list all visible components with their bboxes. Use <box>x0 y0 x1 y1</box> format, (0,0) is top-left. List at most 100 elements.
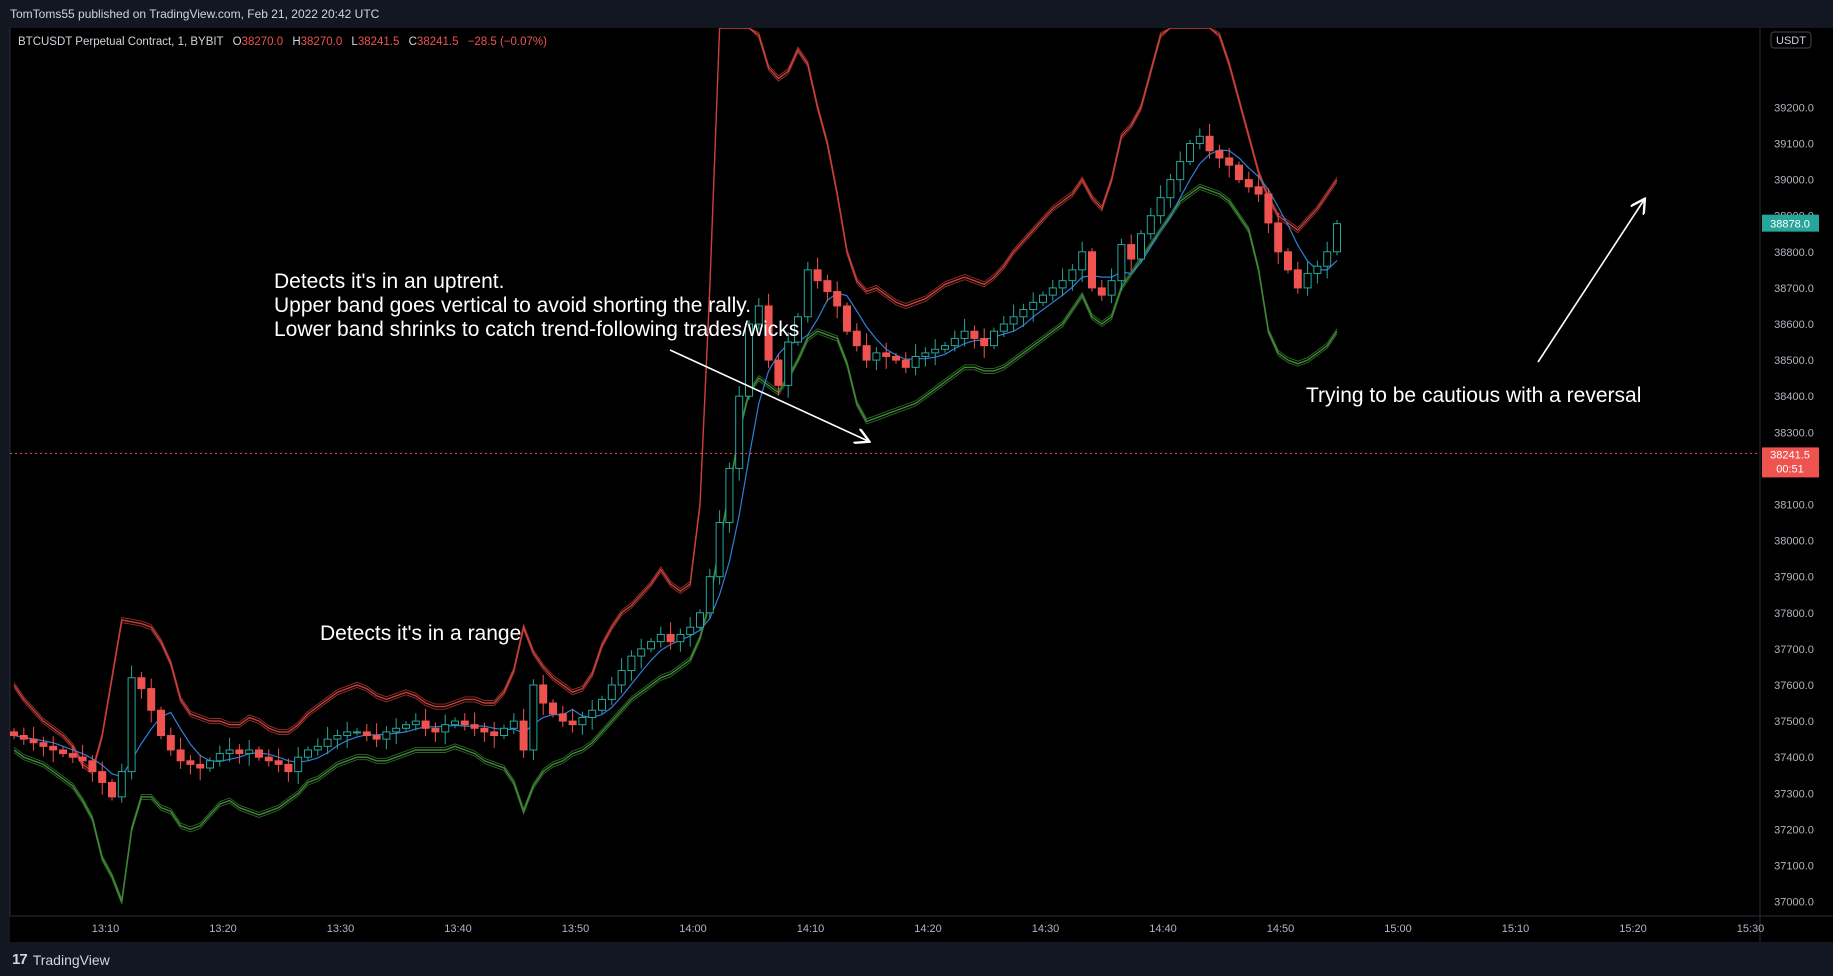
candle-body <box>1107 280 1116 296</box>
open-value: 38270.0 <box>242 36 284 48</box>
tradingview-wordmark: TradingView <box>32 951 110 968</box>
candle-body <box>323 738 332 747</box>
candle-body <box>803 269 812 318</box>
candle-body <box>480 727 489 733</box>
candle-body <box>911 355 920 368</box>
candle-body <box>980 337 989 347</box>
candle-body <box>1068 269 1077 282</box>
annotation-uptrend-line-3: Lower band shrinks to catch trend-follow… <box>274 318 799 341</box>
candle-body <box>627 655 636 672</box>
candle-body <box>49 745 58 751</box>
lower-band-line-2 <box>13 183 1338 901</box>
candle-body <box>1215 150 1224 159</box>
time-tick-label: 15:20 <box>1619 923 1647 935</box>
currency-tag[interactable]: USDT <box>1770 31 1812 49</box>
high-value: 38270.0 <box>301 36 343 48</box>
price-tick-label: 37300.0 <box>1774 788 1814 800</box>
candle-body <box>715 522 724 578</box>
chart-container[interactable]: BTCUSDT Perpetual Contract, 1, BYBIT O38… <box>0 27 1833 942</box>
price-tick-label: 37100.0 <box>1774 860 1814 872</box>
candle-body <box>774 359 783 386</box>
price-tick-label: 39200.0 <box>1774 102 1814 114</box>
time-axis[interactable]: 13:10 13:20 13:30 13:40 13:50 14:00 14:10 14:20… <box>92 923 1765 935</box>
candle-body <box>1156 197 1165 217</box>
annotation-uptrend: Detects it's in an uptrent. Upper band g… <box>274 270 868 441</box>
candle-body <box>235 749 244 755</box>
tradingview-brand[interactable]: 17 TradingView <box>12 951 110 968</box>
candle-body <box>294 756 303 773</box>
candle-body <box>1019 309 1028 318</box>
candle-body <box>1225 157 1234 166</box>
price-tick-label: 38100.0 <box>1774 499 1814 511</box>
symbol-legend[interactable]: BTCUSDT Perpetual Contract, 1, BYBIT O38… <box>18 36 547 48</box>
candle-body <box>588 709 597 718</box>
candle-body <box>382 731 391 740</box>
candle-body <box>607 684 616 700</box>
publish-info: TomToms55 published on TradingView.com, … <box>10 7 380 21</box>
time-tick-label: 15:00 <box>1384 923 1412 935</box>
time-tick-label: 15:10 <box>1502 923 1530 935</box>
symbol-title[interactable]: BTCUSDT Perpetual Contract, 1, BYBIT <box>18 36 224 48</box>
candle-body <box>1333 223 1341 253</box>
candle-body <box>421 720 430 729</box>
price-tick-label: 37900.0 <box>1774 572 1814 584</box>
svg-text:BTCUSDT Perpetual Contract, 1,: BTCUSDT Perpetual Contract, 1, BYBIT O38… <box>18 36 547 48</box>
time-tick-label: 14:30 <box>1032 923 1060 935</box>
candle-layer <box>10 124 1341 803</box>
price-tick-label: 38800.0 <box>1774 247 1814 259</box>
change-value: −28.5 (−0.07%) <box>468 36 547 48</box>
close-value: 38241.5 <box>417 36 459 48</box>
candle-body <box>196 763 205 769</box>
tradingview-logo-icon: 17 <box>12 951 28 968</box>
candle-body <box>519 720 528 751</box>
candle-body <box>1186 143 1194 163</box>
candle-body <box>578 716 587 726</box>
candle-body <box>245 749 254 755</box>
candle-body <box>313 745 322 751</box>
candle-body <box>29 738 38 744</box>
price-chart[interactable]: BTCUSDT Perpetual Contract, 1, BYBIT O38… <box>0 27 1833 942</box>
candle-body <box>451 720 459 726</box>
candle-body <box>470 724 479 729</box>
last-price-tag: 38878.0 <box>1762 214 1819 232</box>
candle-body <box>696 612 704 628</box>
candle-body <box>1166 179 1175 199</box>
time-tick-label: 13:10 <box>92 923 120 935</box>
time-tick-label: 13:40 <box>444 923 472 935</box>
candle-body <box>117 771 126 798</box>
candle-body <box>686 626 695 635</box>
candle-body <box>1293 269 1302 289</box>
candle-body <box>872 352 881 361</box>
candle-body <box>1127 244 1136 260</box>
time-tick-label: 13:50 <box>562 923 590 935</box>
high-label: H <box>292 36 300 48</box>
candle-body <box>1137 233 1145 260</box>
candle-body <box>19 735 28 740</box>
candle-body <box>147 688 156 711</box>
candle-body <box>333 735 342 740</box>
candle-body <box>823 280 832 293</box>
candle-body <box>921 352 930 357</box>
price-tick-label: 38700.0 <box>1774 283 1814 295</box>
price-tick-label: 37200.0 <box>1774 824 1814 836</box>
candle-body <box>215 753 224 762</box>
candle-body <box>1039 294 1047 303</box>
candle-body <box>10 731 18 737</box>
candle-body <box>39 742 48 747</box>
candle-body <box>549 702 557 715</box>
candle-body <box>98 771 107 783</box>
candle-body <box>784 341 793 386</box>
candle-body <box>108 781 116 798</box>
candle-body <box>206 760 214 769</box>
price-tick-label: 38500.0 <box>1774 355 1814 367</box>
band-layer <box>13 27 1338 905</box>
lower-band-line-0 <box>13 188 1338 905</box>
candle-body <box>666 633 675 643</box>
candle-body <box>990 330 998 347</box>
candle-body <box>1088 251 1096 289</box>
price-tick-label: 37600.0 <box>1774 680 1814 692</box>
candle-body <box>558 713 567 722</box>
candle-body <box>509 720 518 729</box>
candle-body <box>353 731 361 734</box>
candle-body <box>598 698 606 711</box>
